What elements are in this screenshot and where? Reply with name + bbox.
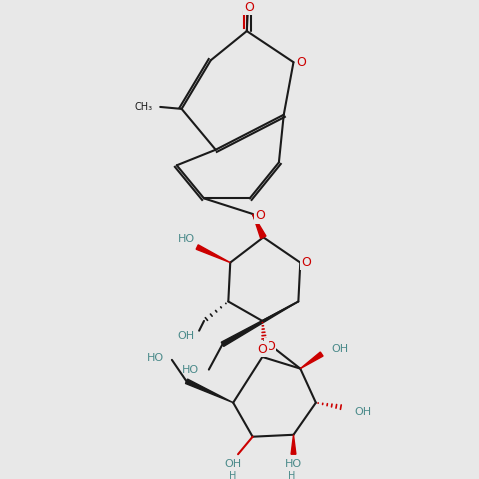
Polygon shape <box>291 435 296 454</box>
Polygon shape <box>252 214 266 239</box>
Polygon shape <box>221 301 298 346</box>
Text: HO: HO <box>147 353 164 363</box>
Text: O: O <box>297 56 306 68</box>
Text: O: O <box>257 342 267 356</box>
Polygon shape <box>300 352 323 369</box>
Text: HO: HO <box>182 365 199 375</box>
Text: HO: HO <box>178 234 195 244</box>
Text: O: O <box>301 256 311 269</box>
Polygon shape <box>196 245 230 262</box>
Text: H: H <box>288 471 295 479</box>
Text: OH: OH <box>177 331 194 341</box>
Text: O: O <box>255 209 265 222</box>
Text: HO: HO <box>285 459 302 469</box>
Text: OH: OH <box>331 344 349 354</box>
Text: OH: OH <box>225 459 242 469</box>
Text: O: O <box>265 340 275 353</box>
Polygon shape <box>185 379 233 403</box>
Text: CH₃: CH₃ <box>134 102 152 112</box>
Text: OH: OH <box>355 408 372 417</box>
Text: O: O <box>244 1 254 14</box>
Text: H: H <box>229 471 237 479</box>
